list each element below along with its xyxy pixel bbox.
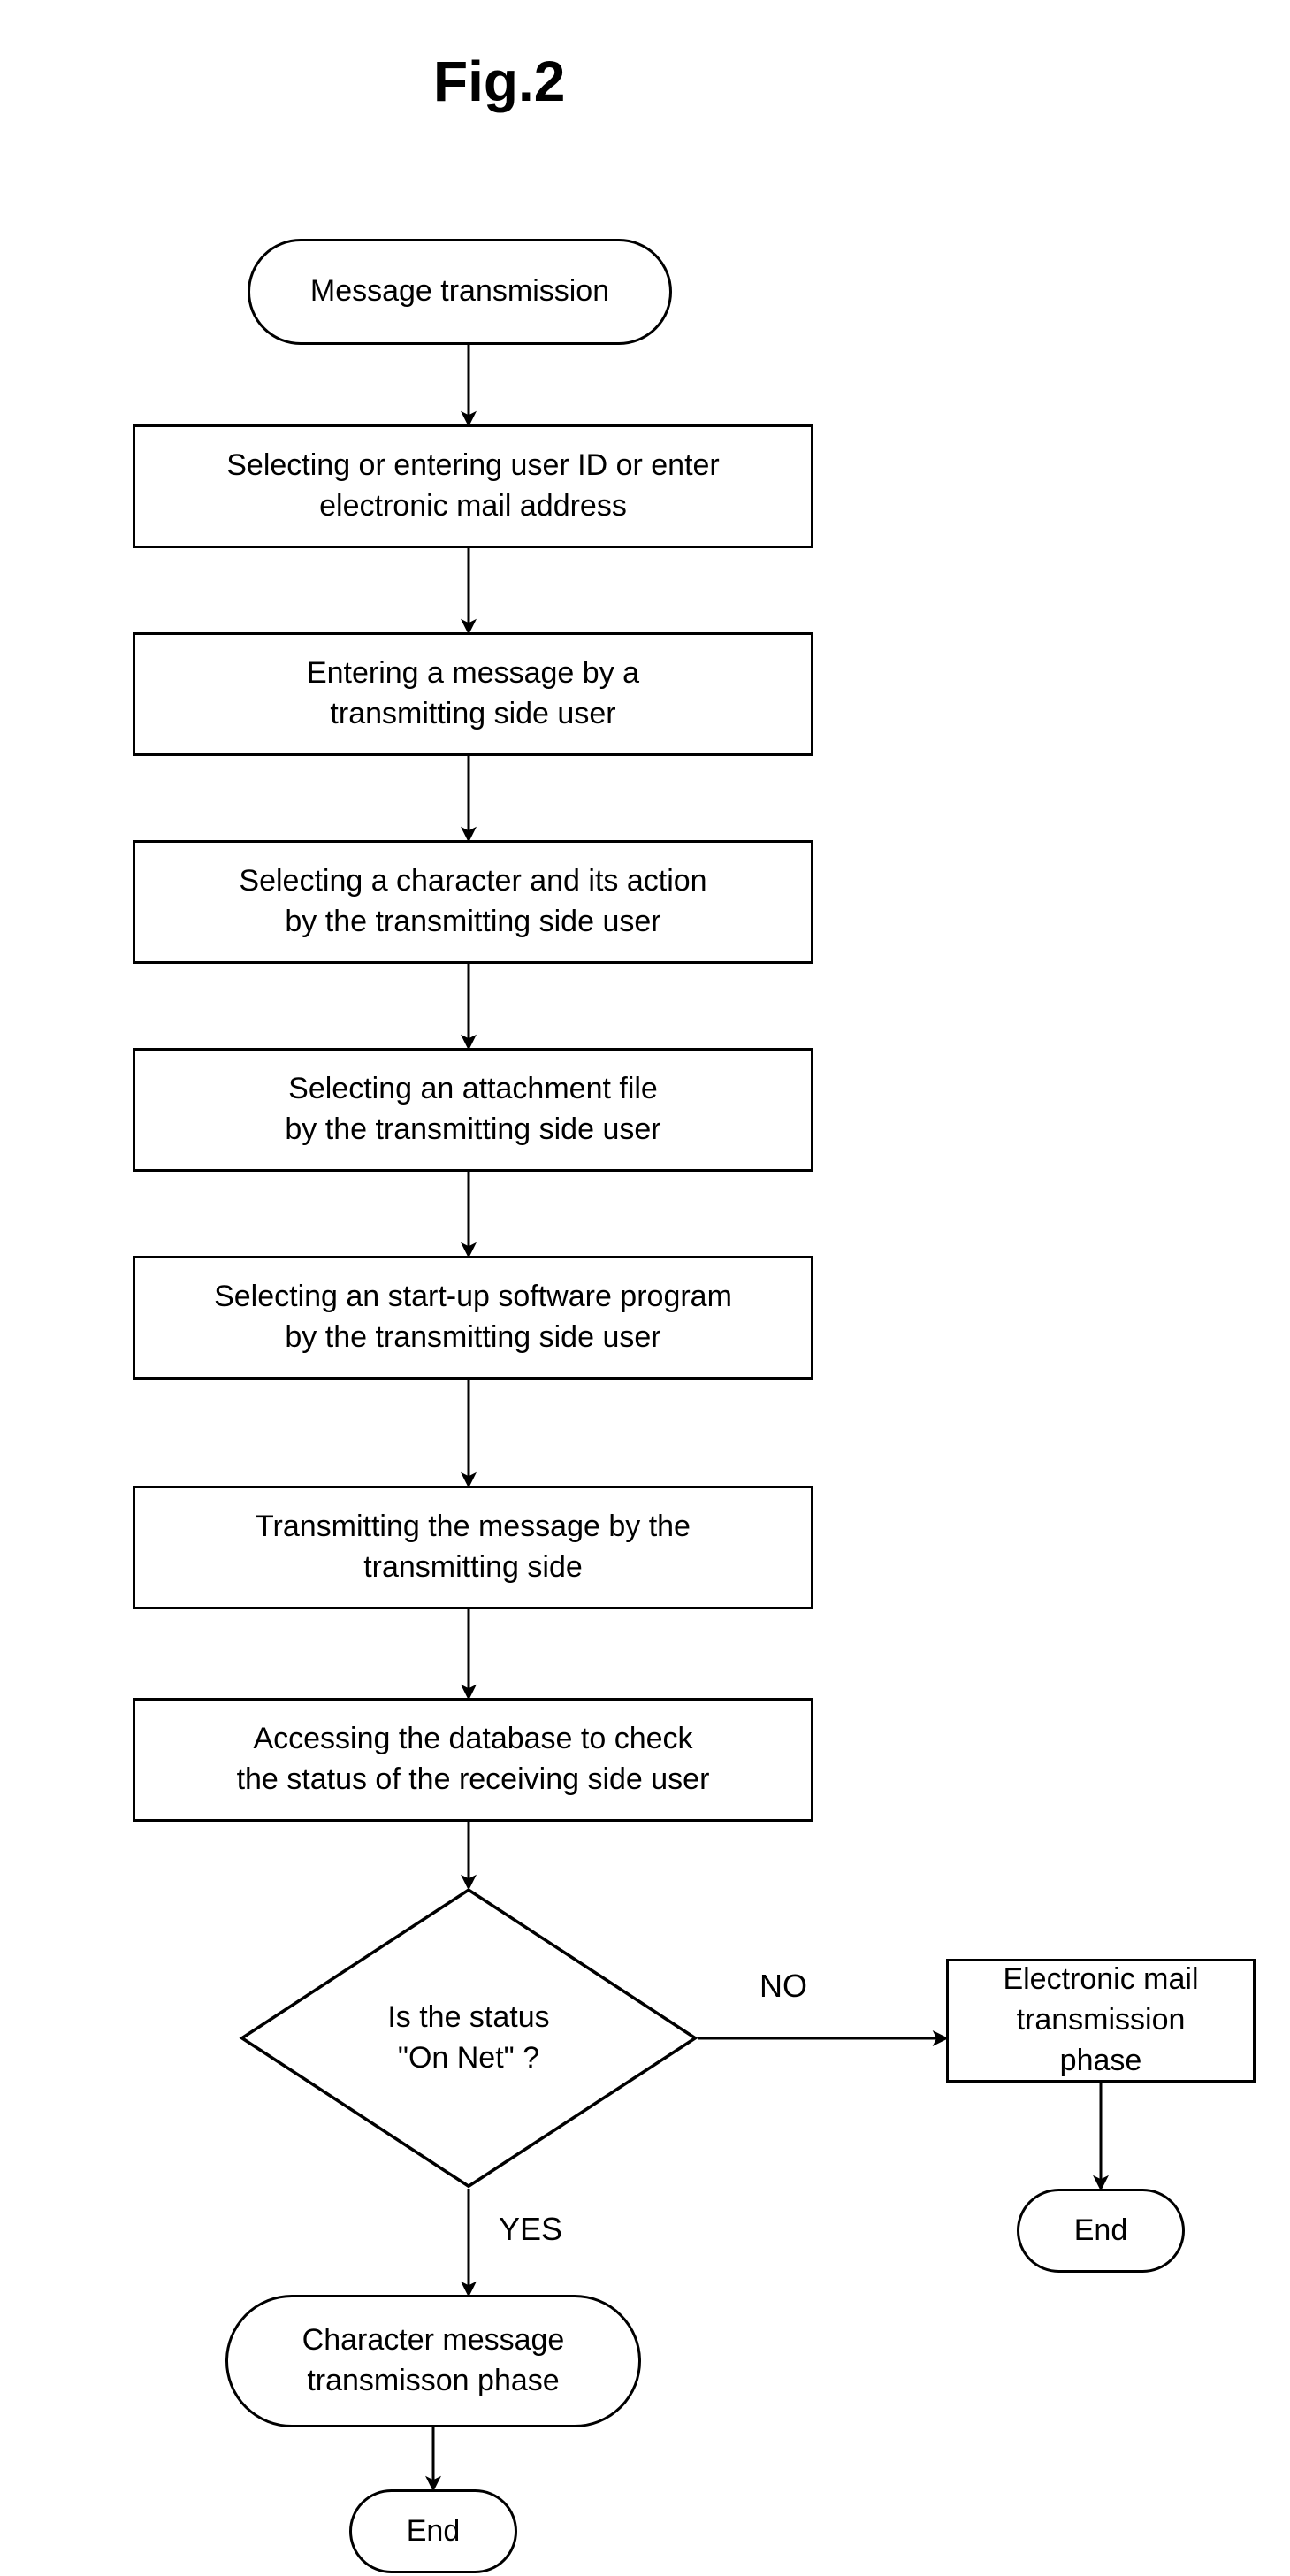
process-p7: Accessing the database to checkthe statu… <box>133 1698 813 1822</box>
figure-title: Fig.2 <box>433 49 565 114</box>
decision-label: Is the status"On Net" ? <box>239 1888 698 2189</box>
process-p4: Selecting an attachment fileby the trans… <box>133 1048 813 1172</box>
decision-d1: Is the status"On Net" ? <box>239 1888 698 2189</box>
process-p5: Selecting an start-up software programby… <box>133 1256 813 1380</box>
terminator-endR: End <box>1017 2189 1185 2273</box>
edge-label-yes: YES <box>495 2211 566 2248</box>
process-p1: Selecting or entering user ID or enterel… <box>133 424 813 548</box>
process-p3: Selecting a character and its actionby t… <box>133 840 813 964</box>
process-p2: Entering a message by atransmitting side… <box>133 632 813 756</box>
process-noProc: Electronic mailtransmission phase <box>946 1959 1256 2083</box>
edge-label-no: NO <box>756 1968 811 2005</box>
terminator-start: Message transmission <box>248 239 672 345</box>
process-p6: Transmitting the message by thetransmitt… <box>133 1486 813 1609</box>
terminator-endL: End <box>349 2489 517 2573</box>
terminator-yesTerm: Character messagetransmisson phase <box>225 2295 641 2427</box>
